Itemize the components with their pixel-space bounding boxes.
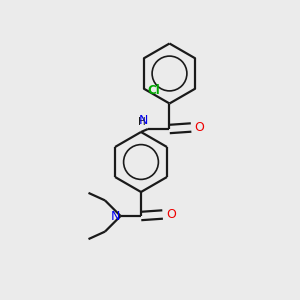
Text: O: O bbox=[195, 121, 205, 134]
Text: O: O bbox=[166, 208, 176, 221]
Text: Cl: Cl bbox=[147, 83, 160, 97]
Text: N: N bbox=[139, 115, 148, 128]
Text: H: H bbox=[138, 118, 146, 128]
Text: N: N bbox=[111, 209, 120, 223]
